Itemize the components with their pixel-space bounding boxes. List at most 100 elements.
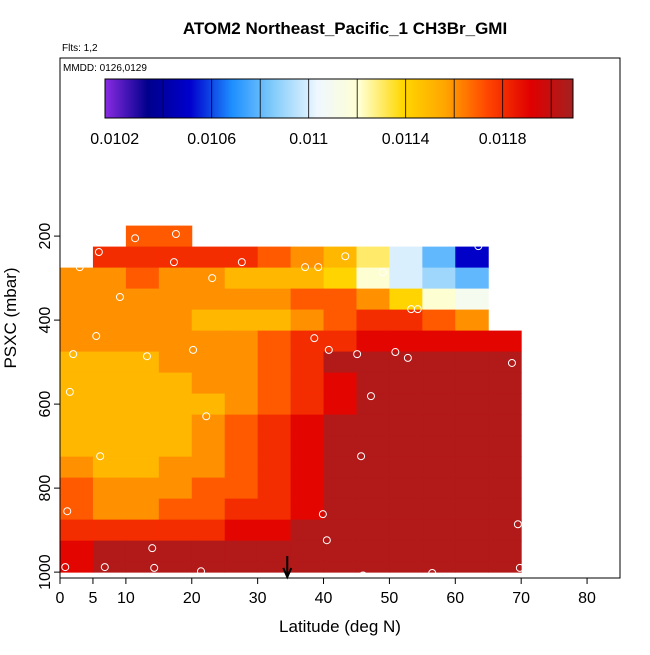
cell (389, 498, 423, 521)
y-axis-label: PSXC (mbar) (1, 267, 20, 368)
cell (356, 561, 390, 573)
cell (191, 561, 226, 573)
cell (422, 435, 456, 458)
x-tick-label: 30 (249, 590, 267, 607)
cell (125, 246, 160, 269)
obs-point (301, 263, 310, 272)
cell (224, 519, 259, 542)
cell (290, 414, 325, 437)
cell (191, 351, 226, 374)
cell (389, 561, 423, 573)
cell (60, 351, 94, 374)
cell (224, 435, 259, 458)
cell (455, 414, 489, 437)
cell (92, 351, 127, 374)
obs-point (515, 563, 524, 572)
cell (290, 330, 325, 353)
cell (125, 414, 160, 437)
cell (422, 393, 456, 416)
cell (125, 372, 160, 395)
cell (488, 498, 522, 521)
cell (422, 330, 456, 353)
cell (323, 372, 357, 395)
x-tick-label: 10 (117, 590, 135, 607)
cell (125, 435, 160, 458)
cell (257, 477, 292, 500)
cell (290, 456, 325, 479)
cell (356, 498, 390, 521)
cell (191, 519, 226, 542)
cell (257, 414, 292, 437)
cell (422, 540, 456, 563)
obs-point (65, 387, 74, 396)
y-tick-label: 800 (37, 475, 54, 502)
cell (158, 225, 193, 248)
obs-point (100, 563, 109, 572)
x-tick-label: 20 (183, 590, 201, 607)
cell (290, 498, 325, 521)
cell (92, 498, 127, 521)
cell (323, 414, 357, 437)
cell (257, 267, 292, 290)
cell (455, 267, 489, 290)
cell (158, 372, 193, 395)
obs-point (314, 263, 323, 272)
cell (158, 561, 193, 573)
cell (257, 456, 292, 479)
cell (455, 288, 489, 311)
cell (224, 351, 259, 374)
cell (92, 477, 127, 500)
cell (257, 330, 292, 353)
cell (60, 414, 94, 437)
obs-point (310, 334, 319, 343)
obs-point (150, 563, 159, 572)
obs-point (378, 268, 387, 277)
cell (290, 435, 325, 458)
cell (488, 456, 522, 479)
cell (389, 330, 423, 353)
cell (191, 309, 226, 332)
obs-point (237, 258, 246, 267)
cell (92, 309, 127, 332)
cell (356, 519, 390, 542)
obs-point (391, 348, 400, 357)
cell (257, 393, 292, 416)
cell (92, 540, 127, 563)
cell (92, 435, 127, 458)
cell (389, 414, 423, 437)
cell (389, 540, 423, 563)
cell (488, 435, 522, 458)
cell (257, 372, 292, 395)
cell (191, 414, 226, 437)
cell (455, 456, 489, 479)
cell (60, 267, 94, 290)
cell (257, 351, 292, 374)
cell (125, 561, 160, 573)
cell (290, 519, 325, 542)
cell (488, 519, 522, 542)
cell (356, 414, 390, 437)
cell (323, 330, 357, 353)
cell (158, 540, 193, 563)
cell (323, 267, 357, 290)
chart-title: ATOM2 Northeast_Pacific_1 CH3Br_GMI (183, 19, 507, 38)
cell (290, 288, 325, 311)
cell (60, 498, 94, 521)
cell (323, 519, 357, 542)
obs-point (318, 510, 327, 519)
cell (158, 393, 193, 416)
cell (224, 288, 259, 311)
cell (488, 351, 522, 374)
obs-point (428, 568, 437, 577)
cell (422, 267, 456, 290)
cell (158, 519, 193, 542)
cell (356, 435, 390, 458)
cell (356, 372, 390, 395)
cell (422, 477, 456, 500)
cell (455, 519, 489, 542)
x-tick-label: 70 (512, 590, 530, 607)
x-tick-label: 60 (446, 590, 464, 607)
cell (158, 267, 193, 290)
cell (60, 372, 94, 395)
y-tick-label: 600 (37, 391, 54, 418)
